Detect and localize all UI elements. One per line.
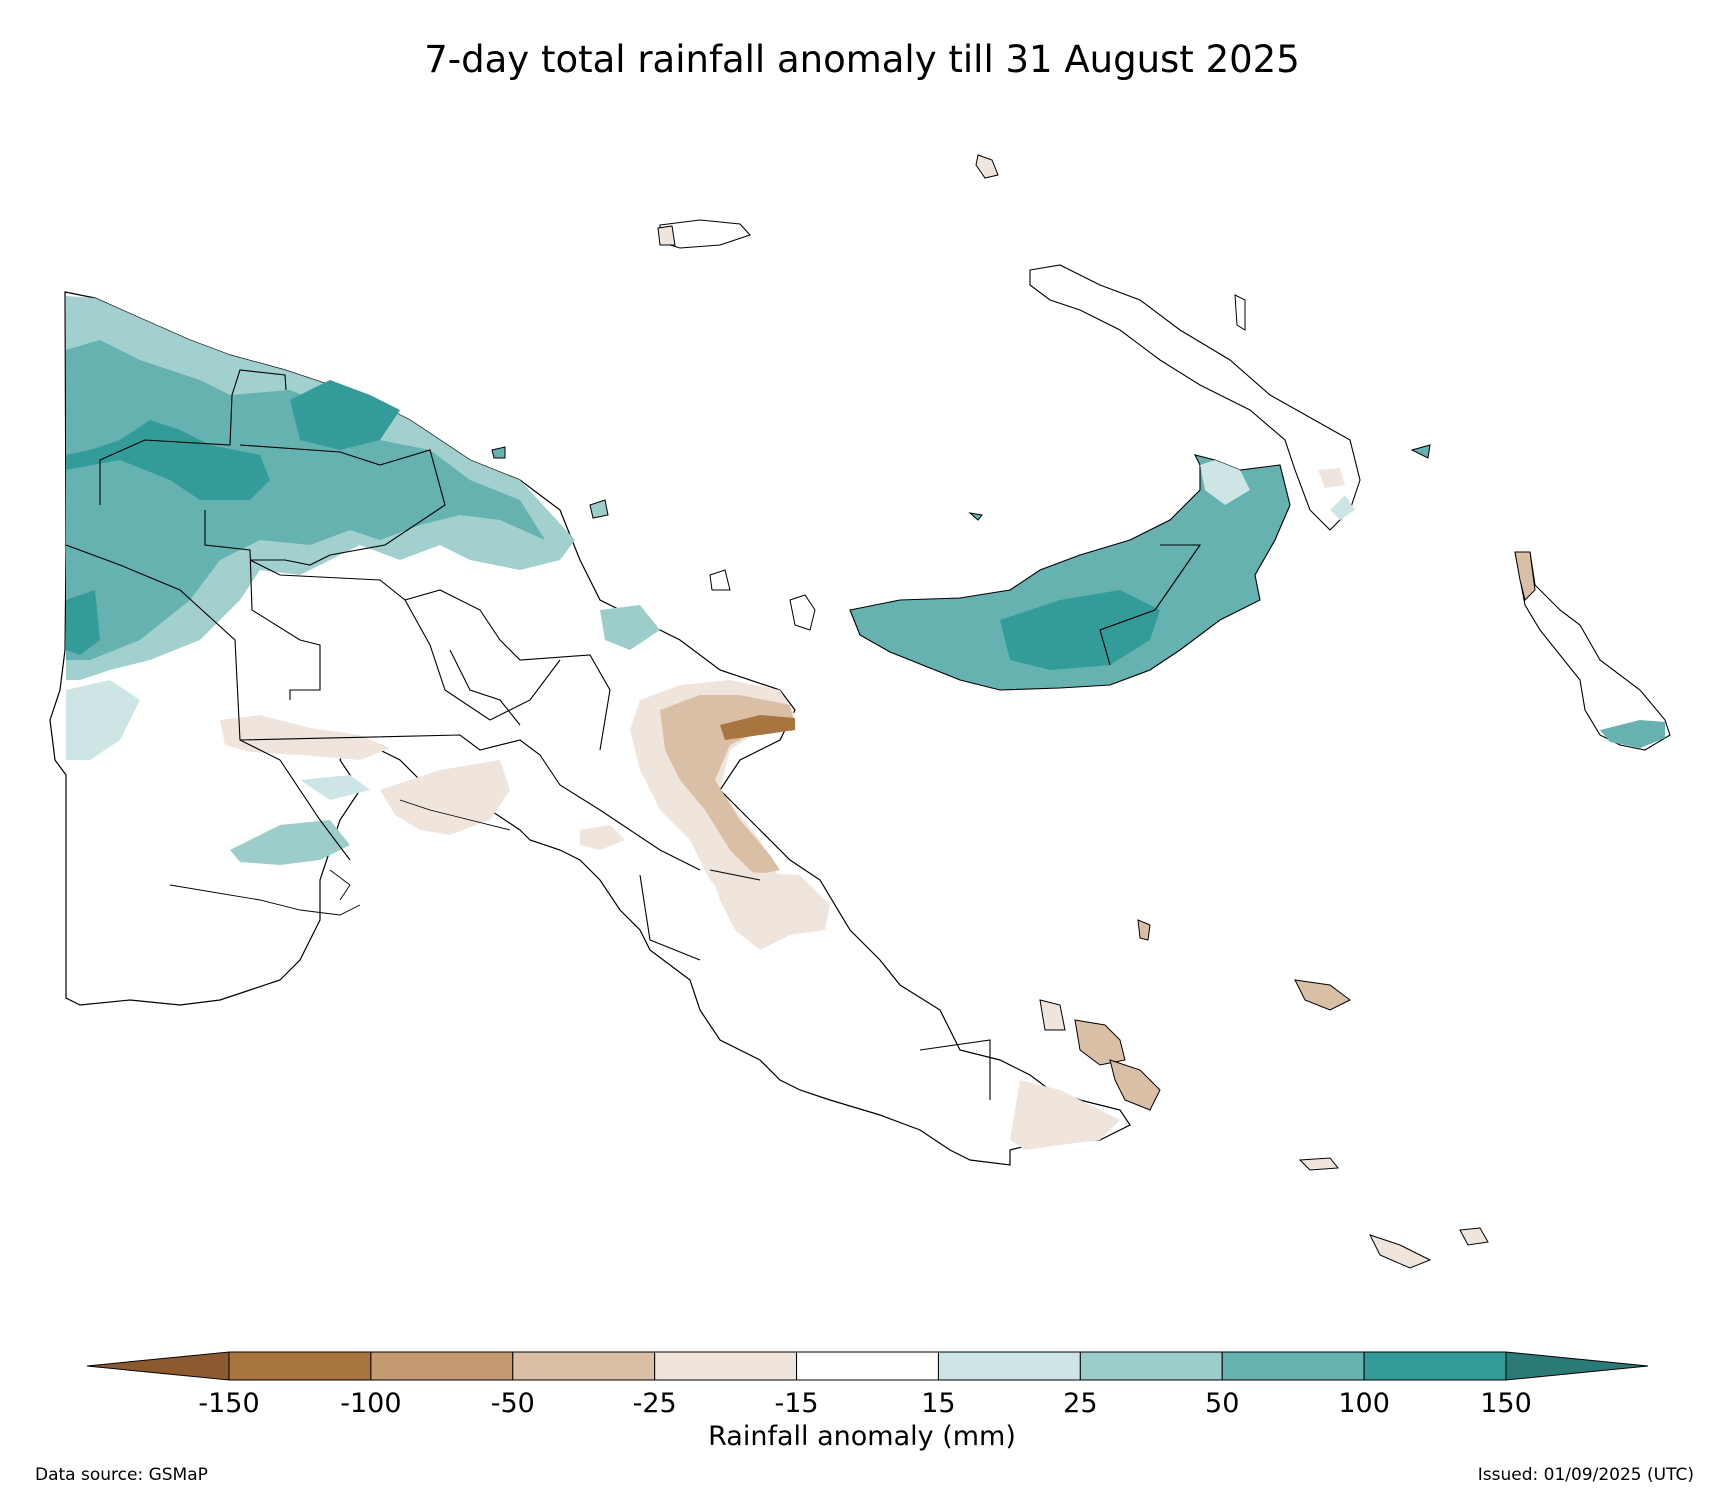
anomaly-north-50-100 [66, 340, 545, 660]
issued-date-text: Issued: 01/09/2025 (UTC) [1477, 1465, 1694, 1485]
anomaly-sepik-100-150 [290, 380, 400, 450]
colorbar-tick-label: -15 [774, 1388, 819, 1419]
manus-island [657, 219, 751, 249]
anomaly-highlands-neg [220, 715, 390, 760]
anomaly-oro-neg [710, 870, 830, 950]
new-britain-15 [1200, 460, 1250, 505]
colorbar-segment [370, 1351, 514, 1381]
anomaly-west-100-150 [66, 590, 100, 655]
anomaly-gulf2-neg [580, 825, 625, 850]
bougainville [1514, 551, 1671, 751]
colorbar-tick-label: 25 [1063, 1388, 1098, 1419]
colorbar-tick-label: 15 [921, 1388, 956, 1419]
anomaly-north-100-150 [66, 420, 270, 500]
small-islands [491, 154, 1431, 631]
colorbar-tick-label: 100 [1338, 1388, 1390, 1419]
fly-river-delta [169, 799, 511, 916]
new-ireland-neg [1318, 468, 1345, 488]
colorbar-segment [1221, 1351, 1365, 1381]
colorbar-segment [1363, 1351, 1507, 1381]
mainland [49, 291, 1131, 1166]
new-britain-100 [1000, 590, 1160, 670]
new-britain-outline [849, 454, 1291, 691]
colorbar-segment [654, 1351, 798, 1381]
new-ireland [1029, 264, 1361, 531]
colorbar-tick-label: -150 [198, 1388, 260, 1419]
new-britain-border [1099, 544, 1202, 666]
anomaly-milne-neg [1010, 1080, 1120, 1150]
colorbar-segment [228, 1351, 372, 1381]
colorbar-tick-label: -50 [490, 1388, 535, 1419]
colorbar-tick-label: -25 [632, 1388, 677, 1419]
colorbar-segment [796, 1351, 939, 1381]
colorbar-segment [937, 1351, 1081, 1381]
new-britain [849, 454, 1291, 691]
colorbar-arrow-low [86, 1351, 230, 1381]
southeast-islands [1039, 919, 1489, 1269]
data-source-text: Data source: GSMaP [35, 1465, 208, 1485]
anomaly-fly-15-25 [230, 820, 350, 865]
anomaly-madang-15 [600, 605, 660, 650]
anomaly-huon-neg-50 [660, 695, 795, 875]
province-borders [65, 369, 991, 1100]
new-ireland-outline [1029, 264, 1361, 531]
anomaly-fly-small [300, 775, 370, 800]
colorbar-label: Rainfall anomaly (mm) [708, 1421, 1016, 1452]
colorbar-tick-label: 150 [1480, 1388, 1532, 1419]
colorbar-arrow-high [1505, 1351, 1649, 1381]
colorbar-tick-label: -100 [340, 1388, 402, 1419]
new-ireland-15 [1330, 495, 1355, 520]
anomaly-huon-neg-100 [720, 715, 795, 740]
anomaly-west-15-25 [66, 680, 140, 760]
colorbar-tick-label: 50 [1205, 1388, 1240, 1419]
map-title: 7-day total rainfall anomaly till 31 Aug… [424, 38, 1300, 81]
anomaly-gulf-neg [380, 760, 510, 835]
colorbar-segment [512, 1351, 656, 1381]
colorbar-segment [1079, 1351, 1223, 1381]
colorbar-segments [86, 1351, 1649, 1381]
